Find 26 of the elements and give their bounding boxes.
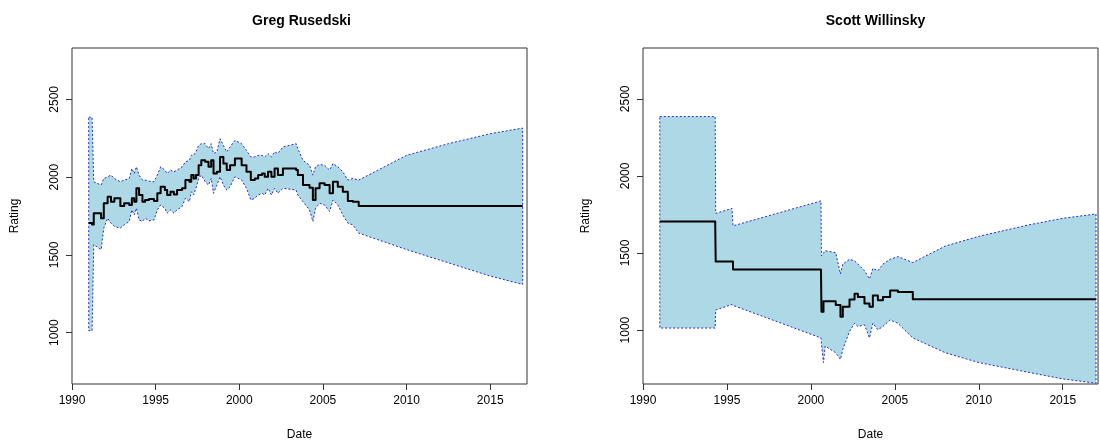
x-tick-label: 1995 (142, 393, 170, 407)
x-tick-label: 1995 (713, 393, 741, 407)
x-tick-label: 2000 (797, 393, 825, 407)
x-axis-title: Date (286, 427, 313, 441)
y-tick-label: 2000 (618, 162, 632, 190)
y-tick-label: 2500 (47, 85, 61, 113)
y-tick-label: 1500 (618, 239, 632, 267)
x-tick-label: 2015 (476, 393, 504, 407)
y-axis-title: Rating (578, 198, 592, 234)
x-tick-label: 1990 (58, 393, 86, 407)
chart-title: Greg Rusedski (252, 12, 351, 28)
x-tick-label: 2010 (393, 393, 421, 407)
y-tick-label: 1500 (47, 241, 61, 269)
y-tick-label: 1000 (47, 319, 61, 347)
x-tick-label: 2005 (881, 393, 909, 407)
chart-title: Scott Willinsky (825, 12, 926, 28)
x-tick-label: 2000 (225, 393, 253, 407)
x-tick-label: 1990 (629, 393, 657, 407)
y-tick-label: 2000 (47, 163, 61, 191)
x-axis-title: Date (857, 427, 884, 441)
x-tick-label: 2015 (1049, 393, 1077, 407)
y-tick-label: 1000 (618, 316, 632, 344)
x-tick-label: 2005 (309, 393, 337, 407)
y-tick-label: 2500 (618, 85, 632, 113)
y-axis-title: Rating (7, 198, 21, 234)
x-tick-label: 2010 (965, 393, 993, 407)
